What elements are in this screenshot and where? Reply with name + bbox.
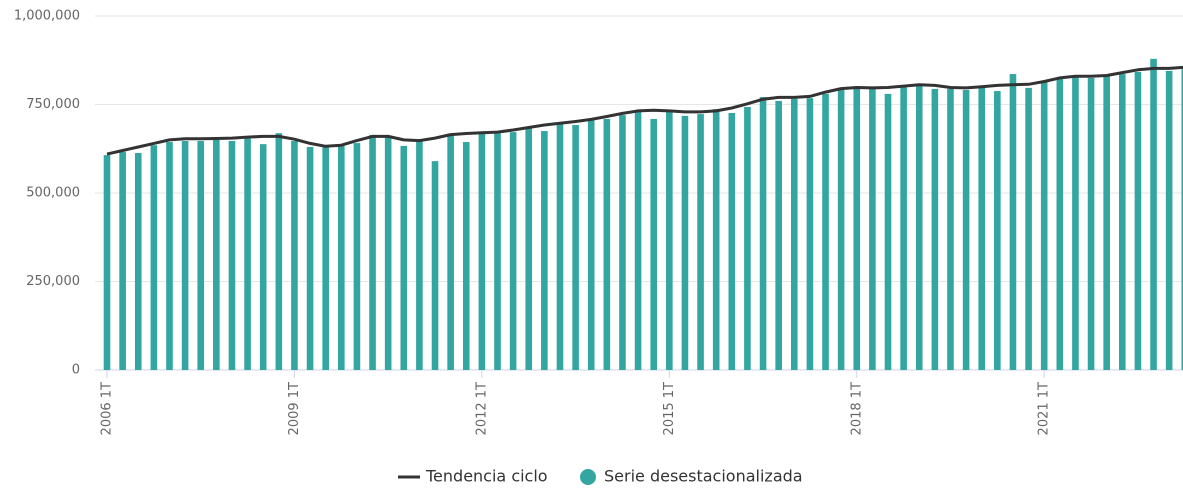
bar	[525, 127, 533, 370]
bar	[572, 125, 579, 370]
bar	[931, 88, 939, 370]
bar	[1134, 71, 1142, 370]
y-tick-label: 750,000	[26, 97, 80, 112]
bar	[712, 109, 720, 371]
bar	[1103, 75, 1110, 371]
bar	[462, 142, 470, 370]
bar	[869, 88, 876, 370]
bar	[587, 120, 595, 371]
bar	[1181, 69, 1183, 370]
trend-line	[106, 65, 1183, 156]
bar	[1150, 58, 1157, 371]
y-tick-label: 250,000	[26, 274, 80, 289]
bar	[1165, 70, 1173, 371]
bar	[103, 155, 111, 370]
bar	[666, 110, 673, 370]
y-tick-label: 500,000	[26, 186, 80, 201]
legend: Tendencia ciclo Serie desestacionalizada	[398, 467, 803, 486]
bar	[400, 145, 408, 370]
x-tick-label: 2021 1T	[1037, 382, 1052, 435]
x-tick-label: 2015 1T	[662, 382, 677, 435]
bar	[353, 143, 361, 370]
bar	[884, 93, 892, 370]
bar	[416, 139, 423, 370]
bar	[384, 137, 392, 370]
y-tick-label: 0	[72, 363, 80, 378]
bar	[1025, 87, 1032, 370]
bar	[744, 106, 751, 370]
legend-label: Serie desestacionalizada	[604, 467, 803, 486]
bar	[150, 145, 158, 370]
bar	[1040, 81, 1048, 371]
bar	[197, 140, 205, 370]
bar	[619, 115, 626, 371]
bar	[478, 133, 486, 370]
bar	[900, 86, 907, 370]
y-tick-label: 1,000,000	[14, 9, 80, 24]
x-tick-label: 2018 1T	[849, 382, 864, 435]
bar	[1119, 74, 1126, 370]
bar	[1056, 76, 1064, 370]
bar	[790, 98, 798, 370]
bar	[181, 140, 189, 370]
x-tick-label: 2009 1T	[287, 382, 302, 435]
bar	[759, 97, 767, 370]
x-tick-label: 2006 1T	[100, 382, 115, 435]
bar	[509, 132, 517, 370]
bar	[837, 87, 845, 370]
bar	[447, 133, 454, 370]
bar	[494, 133, 501, 370]
bar	[431, 161, 439, 370]
bar	[306, 146, 314, 370]
bar	[244, 138, 251, 370]
bar	[291, 140, 298, 370]
x-tick-label: 2012 1T	[474, 382, 489, 435]
bar	[541, 131, 548, 370]
bar	[556, 123, 564, 370]
bar	[369, 134, 376, 370]
legend-label: Tendencia ciclo	[425, 467, 548, 486]
bar	[338, 145, 345, 370]
bar	[322, 146, 329, 370]
bar	[775, 100, 782, 371]
bar	[650, 119, 657, 370]
bar	[853, 88, 861, 370]
bar	[213, 139, 220, 370]
bar	[681, 115, 689, 370]
bar	[1087, 77, 1095, 370]
bar	[166, 142, 173, 370]
bar	[822, 93, 829, 370]
bar	[1009, 74, 1017, 370]
bar	[134, 152, 142, 370]
bar	[119, 151, 126, 370]
bar	[697, 114, 704, 370]
bar	[947, 88, 954, 370]
bar	[634, 111, 642, 371]
legend-dot-icon	[580, 469, 596, 485]
bar	[806, 98, 814, 371]
bar	[603, 119, 611, 370]
bar	[728, 112, 736, 370]
bar	[228, 140, 236, 370]
bar	[994, 91, 1001, 370]
bar	[275, 133, 283, 370]
bar	[1072, 75, 1079, 371]
bar	[915, 85, 923, 370]
bar	[978, 86, 986, 371]
bar	[259, 144, 267, 370]
bar	[962, 89, 970, 371]
